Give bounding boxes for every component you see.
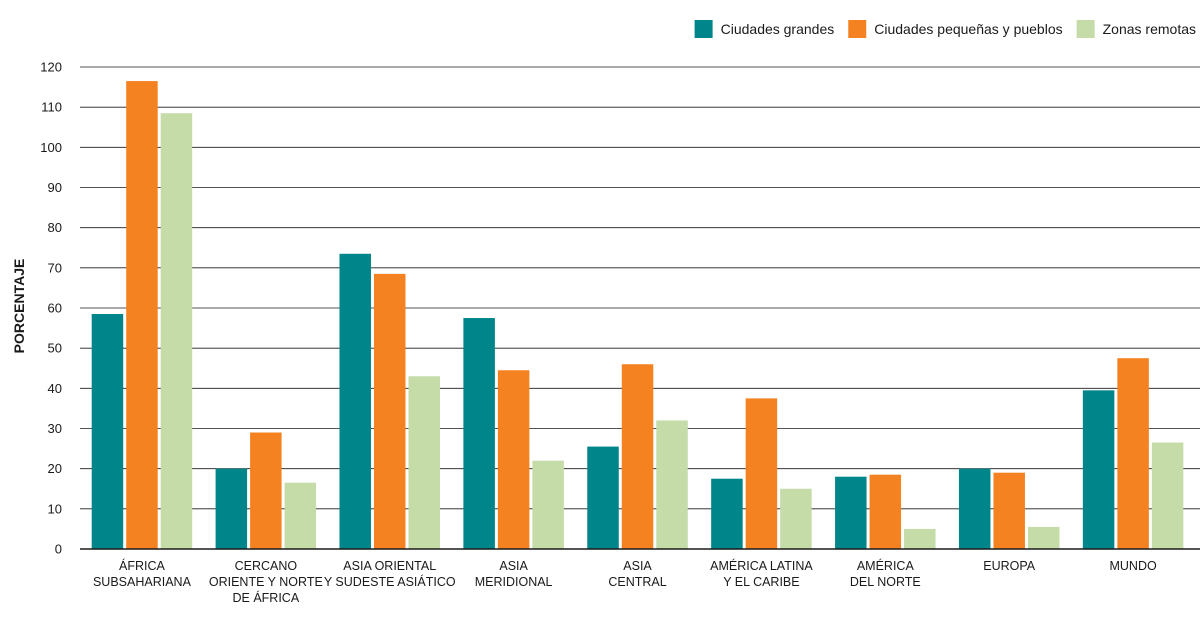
x-tick-label: ASIA CENTRAL xyxy=(608,559,666,589)
bar xyxy=(373,273,406,549)
bar xyxy=(656,420,688,549)
bar xyxy=(463,318,495,549)
y-tick-label: 90 xyxy=(48,180,62,195)
x-tick-label: CERCANO ORIENTE Y NORTE DE ÁFRICA xyxy=(209,559,323,605)
x-tick-label: AMÉRICA DEL NORTE xyxy=(850,558,921,589)
bar xyxy=(126,81,158,549)
y-tick-label: 70 xyxy=(48,260,62,275)
bar xyxy=(1027,526,1060,549)
bar xyxy=(1117,358,1149,549)
legend-item: Ciudades grandes xyxy=(694,20,835,38)
y-tick-label: 100 xyxy=(40,140,62,155)
legend-swatch xyxy=(1076,20,1095,38)
x-tick-label: MUNDO xyxy=(1109,559,1156,573)
legend-label: Ciudades grandes xyxy=(721,21,835,37)
bar xyxy=(958,468,991,549)
bar xyxy=(835,476,867,549)
bar xyxy=(215,468,248,549)
bar xyxy=(869,474,902,549)
y-axis-title: PORCENTAJE xyxy=(11,259,27,354)
bar xyxy=(284,482,317,549)
legend-item: Ciudades pequeñas y pueblos xyxy=(848,20,1063,38)
x-tick-label: ASIA ORIENTAL Y SUDESTE ASIÁTICO xyxy=(324,559,456,589)
bar xyxy=(339,253,371,549)
bar xyxy=(408,376,440,549)
x-tick-label: ÁFRICA SUBSAHARIANA xyxy=(93,558,192,589)
y-tick-label: 40 xyxy=(48,381,62,396)
legend-swatch xyxy=(694,20,713,38)
bar xyxy=(160,113,193,550)
bar xyxy=(711,478,743,549)
y-tick-label: 10 xyxy=(48,501,62,516)
legend: Ciudades grandes Ciudades pequeñas y pueb… xyxy=(694,20,1196,38)
y-tick-label: 20 xyxy=(48,461,62,476)
x-tick-label: EUROPA xyxy=(983,559,1036,573)
legend-label: Zonas remotas xyxy=(1103,21,1196,37)
bar xyxy=(745,398,778,549)
legend-item: Zonas remotas xyxy=(1076,20,1196,38)
bar xyxy=(497,370,530,549)
bar xyxy=(1151,442,1184,549)
bar xyxy=(587,446,619,549)
bar xyxy=(904,528,936,549)
bar xyxy=(993,472,1025,549)
bar xyxy=(250,432,282,549)
y-tick-label: 110 xyxy=(41,100,62,115)
legend-swatch xyxy=(848,20,867,38)
bar xyxy=(532,460,564,549)
y-tick-label: 80 xyxy=(48,220,62,235)
bar xyxy=(1082,390,1115,549)
bar xyxy=(91,314,124,549)
x-tick-label: AMÉRICA LATINA Y EL CARIBE xyxy=(710,558,813,589)
bars xyxy=(91,81,1184,550)
y-tick-label: 0 xyxy=(55,542,62,557)
legend-label: Ciudades pequeñas y pueblos xyxy=(874,21,1062,37)
y-axis-ticks: 0 10 20 30 40 50 60 70 80 90 100 110 120 xyxy=(40,60,62,557)
y-tick-label: 50 xyxy=(48,341,62,356)
bar xyxy=(621,364,654,549)
y-tick-label: 60 xyxy=(48,301,62,316)
bar xyxy=(780,488,812,549)
y-tick-label: 30 xyxy=(48,421,62,436)
category-labels: ÁFRICA SUBSAHARIANA CERCANO ORIENTE Y NORTE… xyxy=(93,558,1157,605)
x-tick-label: ASIA MERIDIONAL xyxy=(475,559,553,589)
y-tick-label: 120 xyxy=(40,60,62,75)
